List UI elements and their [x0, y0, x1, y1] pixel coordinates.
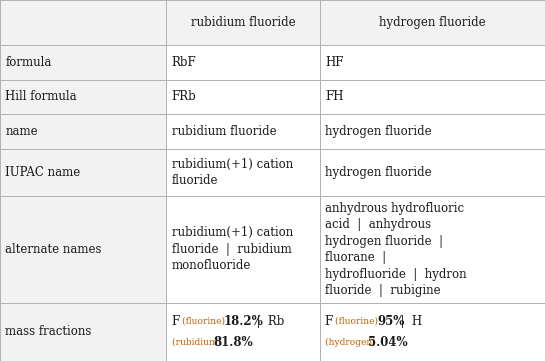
Bar: [0, 149, 166, 196]
Bar: [0, 45, 166, 79]
Bar: [166, 0, 320, 45]
Bar: [320, 303, 545, 361]
Bar: [0, 114, 166, 149]
Bar: [166, 79, 320, 114]
Text: anhydrous hydrofluoric
acid  |  anhydrous
hydrogen fluoride  |
fluorane  |
hydro: anhydrous hydrofluoric acid | anhydrous …: [325, 202, 467, 297]
Text: rubidium fluoride: rubidium fluoride: [172, 125, 276, 138]
Text: formula: formula: [5, 56, 52, 69]
Text: Hill formula: Hill formula: [5, 90, 77, 103]
Text: (fluorine): (fluorine): [181, 317, 228, 326]
Text: mass fractions: mass fractions: [5, 325, 92, 338]
Text: 81.8%: 81.8%: [214, 336, 253, 349]
Text: |  H: | H: [392, 315, 422, 328]
Text: name: name: [5, 125, 38, 138]
Text: hydrogen fluoride: hydrogen fluoride: [325, 166, 432, 179]
Bar: [320, 114, 545, 149]
Text: FH: FH: [325, 90, 344, 103]
Bar: [166, 303, 320, 361]
Bar: [166, 149, 320, 196]
Text: rubidium fluoride: rubidium fluoride: [191, 16, 295, 29]
Bar: [320, 45, 545, 79]
Text: HF: HF: [325, 56, 344, 69]
Text: |  Rb: | Rb: [249, 315, 284, 328]
Text: hydrogen fluoride: hydrogen fluoride: [325, 125, 432, 138]
Text: rubidium(+1) cation
fluoride  |  rubidium
monofluoride: rubidium(+1) cation fluoride | rubidium …: [172, 226, 293, 273]
Text: (rubidium): (rubidium): [172, 338, 223, 347]
Bar: [0, 303, 166, 361]
Text: (fluorine): (fluorine): [335, 317, 382, 326]
Bar: [0, 196, 166, 303]
Text: 18.2%: 18.2%: [224, 315, 264, 328]
Bar: [320, 79, 545, 114]
Bar: [166, 45, 320, 79]
Bar: [166, 114, 320, 149]
Text: F: F: [325, 315, 337, 328]
Bar: [166, 196, 320, 303]
Bar: [0, 79, 166, 114]
Text: hydrogen fluoride: hydrogen fluoride: [379, 16, 486, 29]
Text: IUPAC name: IUPAC name: [5, 166, 81, 179]
Bar: [320, 196, 545, 303]
Text: FRb: FRb: [172, 90, 196, 103]
Text: F: F: [172, 315, 184, 328]
Text: 95%: 95%: [378, 315, 405, 328]
Text: (hydrogen): (hydrogen): [325, 338, 379, 347]
Text: 5.04%: 5.04%: [367, 336, 407, 349]
Bar: [0, 0, 166, 45]
Text: alternate names: alternate names: [5, 243, 102, 256]
Bar: [320, 0, 545, 45]
Bar: [320, 149, 545, 196]
Text: rubidium(+1) cation
fluoride: rubidium(+1) cation fluoride: [172, 158, 293, 187]
Text: RbF: RbF: [172, 56, 196, 69]
